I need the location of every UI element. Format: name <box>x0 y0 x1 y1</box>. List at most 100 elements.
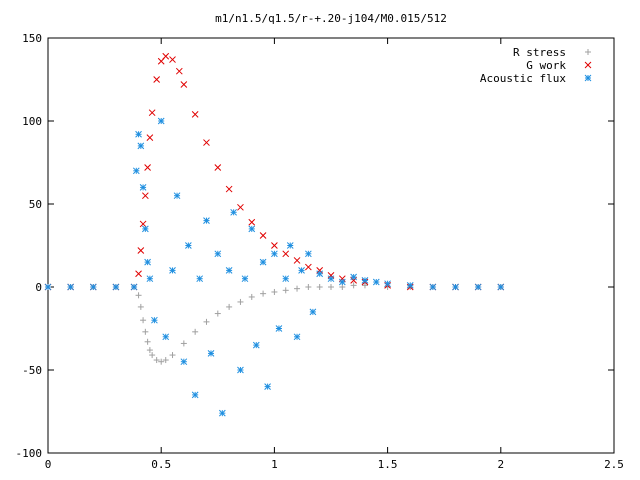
data-point <box>112 283 120 291</box>
data-point <box>135 270 142 278</box>
data-point <box>139 184 147 191</box>
y-tick-label: -100 <box>16 447 43 460</box>
data-point <box>305 263 312 271</box>
data-point <box>429 283 437 291</box>
data-point <box>271 250 278 258</box>
data-point <box>452 283 459 291</box>
y-tick-label: 0 <box>35 281 42 294</box>
data-point <box>225 267 233 274</box>
data-point <box>180 340 187 347</box>
data-point <box>316 270 324 278</box>
data-point <box>169 352 176 359</box>
data-point <box>309 308 317 316</box>
legend-label: G work <box>526 59 566 72</box>
data-point <box>298 267 305 274</box>
data-point <box>180 358 188 366</box>
data-point <box>135 130 142 138</box>
data-point <box>237 203 244 211</box>
data-point <box>137 142 145 150</box>
data-point <box>153 76 161 83</box>
data-point <box>225 185 233 193</box>
data-point <box>328 284 334 290</box>
data-point <box>196 275 204 283</box>
data-point <box>271 288 278 295</box>
data-point <box>316 284 323 290</box>
data-point <box>44 283 52 291</box>
data-point <box>162 333 170 341</box>
data-point <box>180 81 188 88</box>
data-point <box>248 225 256 233</box>
legend-marker <box>585 49 591 55</box>
data-point <box>218 409 226 417</box>
y-tick-label: 150 <box>22 32 42 45</box>
data-point <box>146 347 153 354</box>
data-point <box>271 242 278 249</box>
data-point <box>248 218 256 226</box>
data-point <box>141 225 149 233</box>
data-point <box>158 358 165 365</box>
data-point <box>282 250 290 258</box>
data-point <box>144 338 151 345</box>
series-layer <box>44 52 505 417</box>
data-point <box>140 317 147 324</box>
data-point <box>248 293 255 300</box>
data-point <box>191 111 199 118</box>
data-point <box>361 277 369 284</box>
data-point <box>474 283 482 291</box>
data-point <box>144 258 151 266</box>
data-point <box>203 139 210 146</box>
data-point <box>135 292 142 299</box>
legend-label: R stress <box>513 46 566 59</box>
data-point <box>89 283 97 291</box>
data-point <box>305 284 312 290</box>
data-point <box>207 350 215 357</box>
data-point <box>203 318 210 325</box>
data-point <box>259 258 267 266</box>
data-point <box>67 283 74 291</box>
data-point <box>241 275 249 283</box>
x-tick-label: 2 <box>497 458 504 471</box>
data-point <box>148 109 156 117</box>
data-point <box>191 391 199 399</box>
data-point <box>203 217 210 224</box>
data-point <box>169 267 176 274</box>
data-point <box>338 278 346 286</box>
y-tick-label: -50 <box>22 364 42 377</box>
data-point <box>327 275 335 283</box>
plot-frame <box>47 37 615 454</box>
data-point <box>214 310 221 317</box>
x-tick-label: 0 <box>45 458 52 471</box>
data-point <box>162 357 169 364</box>
data-point <box>497 283 505 291</box>
data-point <box>132 167 140 175</box>
data-point <box>146 275 154 283</box>
data-point <box>175 67 183 75</box>
legend-marker <box>584 74 592 82</box>
data-point <box>282 275 290 283</box>
data-point <box>294 285 301 292</box>
data-point <box>275 325 283 332</box>
data-point <box>230 208 238 216</box>
data-point <box>293 257 301 264</box>
data-point <box>406 281 414 289</box>
x-tick-label: 0.5 <box>151 458 171 471</box>
data-point <box>173 192 181 200</box>
data-point <box>192 328 199 335</box>
data-point <box>260 290 267 297</box>
data-point <box>149 352 156 359</box>
legend-label: Acoustic flux <box>480 72 566 85</box>
data-point <box>151 316 158 324</box>
data-point <box>293 333 301 341</box>
data-point <box>282 287 289 294</box>
data-point <box>226 303 233 310</box>
data-point <box>141 192 149 200</box>
data-point <box>237 366 244 374</box>
data-point <box>137 303 144 310</box>
axis-ticks: 0 0.5 1 1.5 2 2.5 -100 -50 0 50 100 150 <box>16 32 624 471</box>
data-point <box>350 282 357 289</box>
data-point <box>162 52 170 60</box>
data-point <box>144 164 151 171</box>
data-point <box>185 242 192 249</box>
